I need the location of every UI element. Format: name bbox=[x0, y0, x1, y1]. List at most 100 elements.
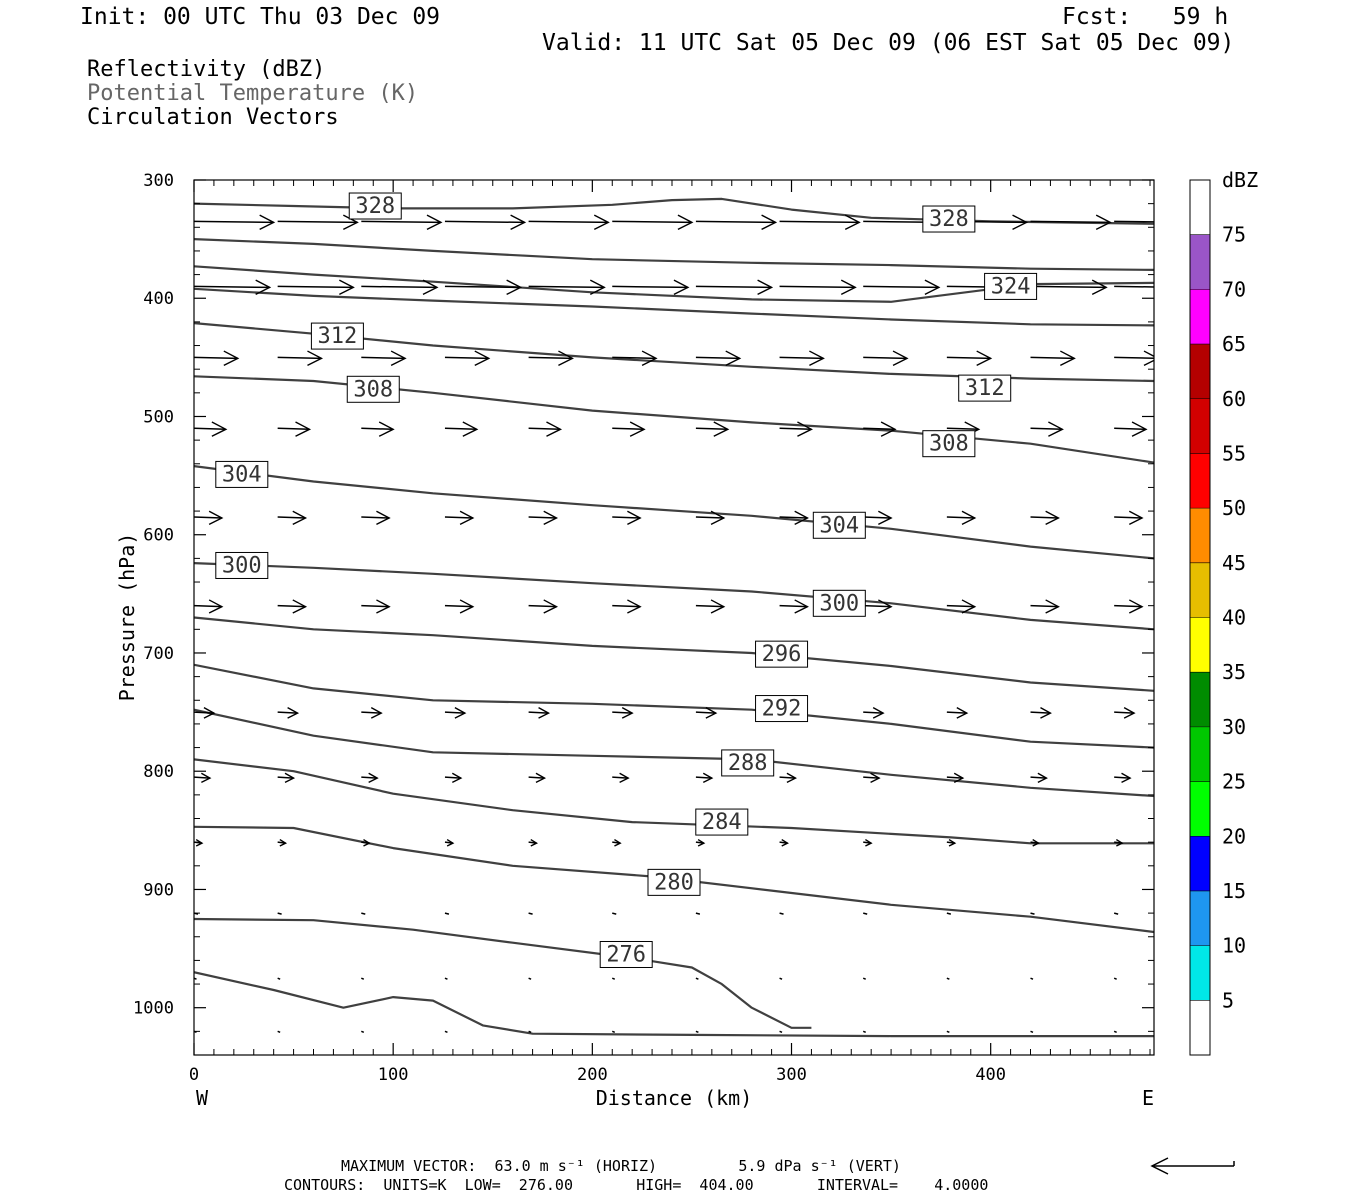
colorbar-level-label: 30 bbox=[1222, 715, 1246, 739]
vector-head bbox=[1123, 706, 1136, 719]
vector-head bbox=[543, 599, 559, 614]
vector-head bbox=[342, 214, 359, 231]
circulation-vector bbox=[862, 977, 866, 980]
vector-head bbox=[1115, 838, 1124, 847]
circulation-vector bbox=[863, 279, 941, 296]
vector-shaft bbox=[528, 776, 545, 779]
colorbar-swatch bbox=[1190, 234, 1210, 290]
circulation-vector bbox=[612, 214, 694, 231]
circulation-vector bbox=[1114, 599, 1144, 614]
vector-head bbox=[1060, 350, 1076, 366]
colorbar-level-label: 55 bbox=[1222, 441, 1246, 465]
y-tick-label: 500 bbox=[143, 407, 174, 427]
circulation-vector bbox=[444, 912, 450, 915]
contour-label-box bbox=[922, 205, 976, 233]
vector-shaft bbox=[695, 977, 699, 980]
contour-label-312: 312 bbox=[965, 376, 1005, 401]
circulation-vector bbox=[1030, 214, 1112, 231]
vector-shaft bbox=[946, 356, 991, 360]
circulation-vector bbox=[194, 838, 204, 847]
max-vector-note: MAXIMUM VECTOR: 63.0 m s⁻¹ (HORIZ) 5.9 d… bbox=[341, 1157, 901, 1175]
vector-shaft bbox=[695, 912, 701, 915]
vector-shaft bbox=[946, 1030, 950, 1034]
circulation-vector bbox=[1114, 706, 1136, 719]
vector-shaft bbox=[444, 285, 521, 289]
circulation-vector bbox=[1030, 510, 1060, 525]
vector-head bbox=[446, 838, 455, 847]
vector-shaft bbox=[277, 1030, 281, 1034]
vector-head bbox=[1012, 214, 1029, 231]
y-axis-label: Pressure (hPa) bbox=[115, 533, 139, 702]
circulation-vector bbox=[695, 912, 701, 915]
vector-shaft bbox=[612, 220, 692, 224]
colorbar-level-label: 45 bbox=[1222, 551, 1246, 575]
circulation-vector bbox=[194, 214, 276, 231]
vector-head bbox=[924, 279, 941, 296]
vector-head bbox=[510, 214, 527, 231]
circulation-vector bbox=[361, 912, 366, 915]
circulation-vector bbox=[528, 1030, 532, 1034]
vector-shaft bbox=[695, 516, 724, 519]
vector-head bbox=[451, 772, 463, 784]
vector-head bbox=[725, 350, 742, 366]
reference-vector-arrow bbox=[1150, 1157, 1235, 1175]
vector-head bbox=[376, 510, 391, 525]
vector-head bbox=[781, 838, 789, 847]
contour-line-284 bbox=[194, 758, 1154, 845]
colorbar-swatch bbox=[1190, 781, 1210, 837]
contour-label-276: 276 bbox=[606, 942, 646, 967]
vector-shaft bbox=[1114, 711, 1135, 714]
vector-shaft bbox=[612, 516, 641, 519]
vector-shaft bbox=[695, 356, 740, 360]
vector-head bbox=[426, 214, 443, 231]
vector-shaft bbox=[528, 516, 557, 519]
vector-head bbox=[390, 350, 407, 366]
contour-line bbox=[194, 238, 1154, 271]
x-tick-label: 0 bbox=[189, 1065, 199, 1085]
vector-shaft bbox=[444, 220, 525, 224]
circulation-vector bbox=[695, 214, 778, 231]
vector-head bbox=[255, 279, 272, 296]
vector-head bbox=[543, 510, 559, 525]
circulation-vector bbox=[1030, 977, 1034, 980]
vector-shaft bbox=[779, 427, 812, 431]
vector-shaft bbox=[194, 516, 222, 519]
circulation-vector bbox=[277, 510, 308, 525]
vector-head bbox=[702, 772, 714, 784]
vector-head bbox=[794, 599, 809, 614]
vector-shaft bbox=[779, 285, 856, 289]
circulation-vector bbox=[1030, 350, 1076, 366]
circulation-vector bbox=[444, 706, 467, 719]
vector-shaft bbox=[277, 285, 354, 289]
circulation-vector bbox=[612, 421, 646, 437]
circulation-vector bbox=[528, 214, 610, 231]
circulation-vector bbox=[361, 279, 439, 296]
vector-shaft bbox=[863, 776, 880, 779]
contour-label-layer: 328 328 324 312 312 308 308 304 304 300 300 296 292 2… bbox=[215, 192, 1038, 968]
circulation-vector bbox=[528, 772, 547, 784]
circulation-vector bbox=[444, 279, 523, 296]
vector-shaft bbox=[612, 776, 629, 779]
y-tick-label: 1000 bbox=[133, 999, 174, 1019]
vector-shaft bbox=[444, 977, 448, 980]
colorbar-level-label: 35 bbox=[1222, 660, 1246, 684]
vector-head bbox=[1128, 599, 1144, 614]
colorbar-level-label: 25 bbox=[1222, 770, 1246, 794]
circulation-vector bbox=[194, 421, 228, 437]
circulation-vector bbox=[528, 510, 559, 525]
vector-shaft bbox=[277, 427, 310, 431]
vector-shaft bbox=[779, 604, 808, 608]
vector-shaft bbox=[444, 604, 473, 608]
circulation-vector bbox=[277, 1030, 281, 1034]
vector-head bbox=[809, 350, 825, 366]
vector-head bbox=[976, 350, 993, 366]
circulation-vector bbox=[277, 838, 288, 847]
valid-time: Valid: 11 UTC Sat 05 Dec 09 (06 EST Sat … bbox=[542, 30, 1235, 56]
vector-shaft bbox=[1030, 1030, 1034, 1034]
colorbar-level-label: 50 bbox=[1222, 496, 1246, 520]
circulation-vector bbox=[695, 279, 774, 296]
circulation-vector bbox=[1114, 285, 1154, 288]
vector-shaft bbox=[528, 427, 561, 431]
x-tick-label: 200 bbox=[577, 1065, 608, 1085]
vector-shaft bbox=[1114, 356, 1154, 360]
